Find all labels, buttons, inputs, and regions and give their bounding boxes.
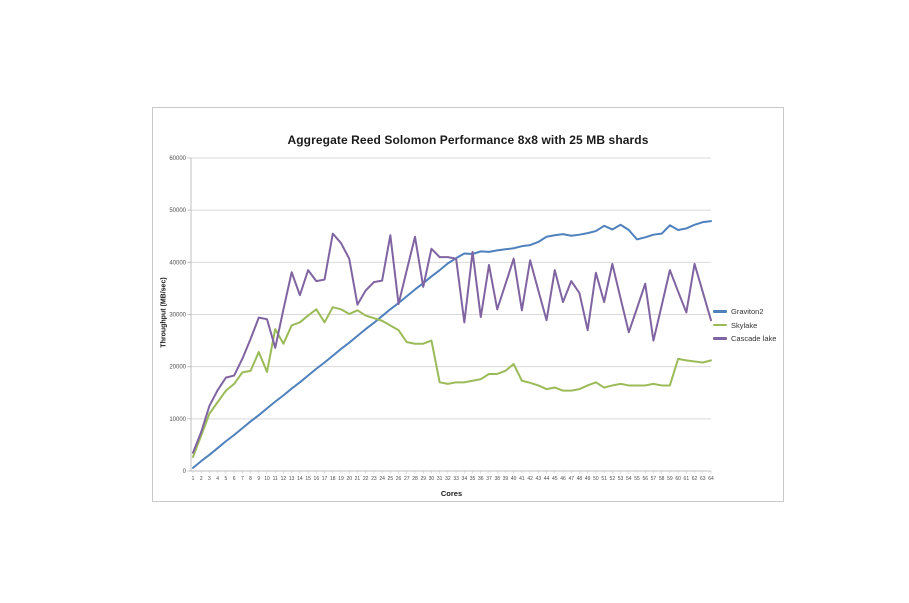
x-tick-label: 49 xyxy=(585,476,591,482)
x-tick-label: 5 xyxy=(224,476,227,482)
x-tick-label: 33 xyxy=(453,476,459,482)
x-tick-label: 9 xyxy=(257,476,260,482)
x-tick-label: 28 xyxy=(412,476,418,482)
x-tick-label: 13 xyxy=(289,476,295,482)
x-tick-label: 7 xyxy=(241,476,244,482)
x-tick-label: 37 xyxy=(486,476,492,482)
x-tick-label: 10 xyxy=(264,476,270,482)
x-tick-label: 3 xyxy=(208,476,211,482)
y-tick-label: 20000 xyxy=(169,365,186,371)
x-tick-label: 32 xyxy=(445,476,451,482)
x-tick-label: 47 xyxy=(568,476,574,482)
x-tick-label: 41 xyxy=(519,476,525,482)
x-tick-label: 26 xyxy=(396,476,402,482)
x-tick-label: 30 xyxy=(429,476,435,482)
cascade-lake-line-swatch-icon xyxy=(713,337,727,340)
skylake-line-swatch-icon xyxy=(713,323,727,327)
x-tick-label: 15 xyxy=(305,476,311,482)
x-tick-label: 46 xyxy=(560,476,566,482)
x-tick-label: 50 xyxy=(593,476,599,482)
x-tick-label: 36 xyxy=(478,476,484,482)
chart-container: Aggregate Reed Solomon Performance 8x8 w… xyxy=(152,107,784,502)
series-line-graviton2 xyxy=(192,220,712,469)
x-tick-label: 21 xyxy=(355,476,361,482)
legend-item-skylake: Skylake xyxy=(713,321,776,330)
legend-item-cascade-lake: Cascade lake xyxy=(713,334,776,343)
legend-label: Cascade lake xyxy=(731,334,777,343)
x-tick-label: 16 xyxy=(314,476,320,482)
x-tick-label: 29 xyxy=(420,476,426,482)
legend-label: Skylake xyxy=(731,320,758,330)
x-tick-label: 19 xyxy=(338,476,344,482)
x-tick-label: 22 xyxy=(363,476,369,482)
x-tick-label: 43 xyxy=(536,476,542,482)
x-tick-label: 58 xyxy=(659,476,665,482)
x-tick-label: 18 xyxy=(330,476,336,482)
x-tick-label: 31 xyxy=(437,476,443,482)
x-tick-label: 24 xyxy=(379,476,385,482)
legend-label: Graviton2 xyxy=(731,307,764,316)
x-tick-label: 1 xyxy=(192,476,195,482)
x-tick-label: 59 xyxy=(667,476,673,482)
x-tick-label: 14 xyxy=(297,476,303,482)
x-tick-label: 57 xyxy=(651,476,657,482)
x-tick-label: 23 xyxy=(371,476,377,482)
x-tick-label: 27 xyxy=(404,476,410,482)
x-tick-label: 44 xyxy=(544,476,550,482)
x-tick-label: 45 xyxy=(552,476,558,482)
x-tick-label: 12 xyxy=(281,476,287,482)
x-tick-label: 8 xyxy=(249,476,252,482)
x-tick-label: 39 xyxy=(503,476,509,482)
x-tick-label: 56 xyxy=(642,476,648,482)
x-tick-label: 55 xyxy=(634,476,640,482)
x-tick-label: 4 xyxy=(216,476,219,482)
x-tick-label: 34 xyxy=(462,476,468,482)
x-tick-label: 61 xyxy=(684,476,690,482)
x-tick-label: 52 xyxy=(610,476,616,482)
x-tick-label: 20 xyxy=(346,476,352,482)
x-tick-label: 62 xyxy=(692,476,698,482)
series-line-skylake xyxy=(192,306,712,458)
y-axis-title: Throughput (MB/sec) xyxy=(160,277,168,348)
x-axis-title: Cores xyxy=(440,489,463,498)
y-tick-label: 0 xyxy=(183,469,187,475)
y-tick-label: 10000 xyxy=(169,417,186,423)
legend-item-graviton2: Graviton2 xyxy=(713,307,776,316)
y-tick-label: 40000 xyxy=(169,260,186,266)
x-tick-label: 60 xyxy=(675,476,681,482)
series-line-cascade-lake xyxy=(192,232,712,454)
chart-title: Aggregate Reed Solomon Performance 8x8 w… xyxy=(287,133,649,147)
x-tick-label: 51 xyxy=(601,476,607,482)
x-tick-label: 17 xyxy=(322,476,328,482)
x-tick-label: 54 xyxy=(626,476,632,482)
x-tick-label: 6 xyxy=(233,476,236,482)
y-tick-label: 30000 xyxy=(169,313,186,319)
x-tick-label: 53 xyxy=(618,476,624,482)
x-tick-label: 64 xyxy=(708,476,714,482)
x-tick-label: 48 xyxy=(577,476,583,482)
graviton2-line-swatch-icon xyxy=(713,310,727,313)
x-tick-label: 25 xyxy=(388,476,394,482)
x-tick-label: 2 xyxy=(200,476,203,482)
x-tick-label: 42 xyxy=(527,476,533,482)
legend: Graviton2 Skylake Cascade lake xyxy=(713,307,776,343)
x-tick-label: 11 xyxy=(273,476,278,482)
x-tick-label: 35 xyxy=(470,476,476,482)
y-tick-label: 50000 xyxy=(169,208,186,214)
y-tick-label: 60000 xyxy=(169,156,186,162)
x-tick-label: 38 xyxy=(494,476,500,482)
x-tick-label: 63 xyxy=(700,476,706,482)
x-tick-label: 40 xyxy=(511,476,517,482)
